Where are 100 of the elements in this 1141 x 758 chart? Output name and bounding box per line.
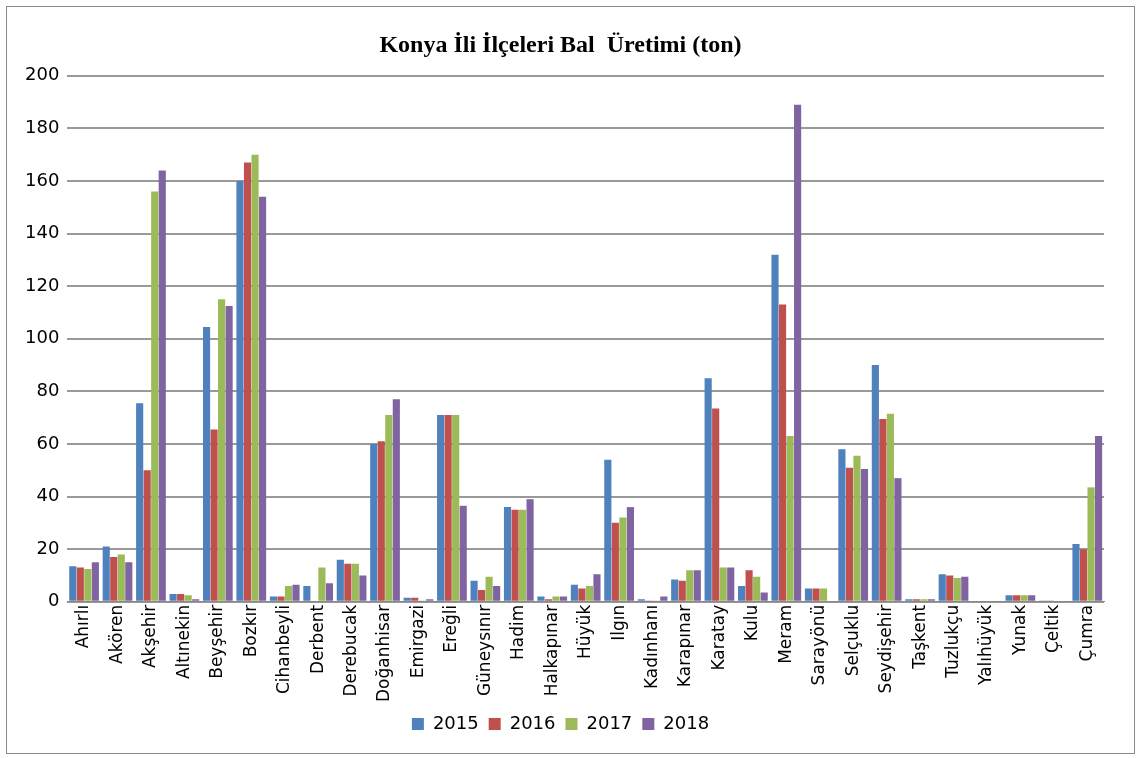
bar [853, 455, 861, 601]
x-tick-label: Meram [774, 604, 795, 664]
y-tick-label: 200 [25, 63, 60, 85]
bar [518, 509, 527, 601]
bar [611, 522, 619, 601]
bar [452, 415, 460, 601]
bar [1020, 595, 1028, 601]
bar [143, 470, 151, 601]
x-tick-label: Yalıhüyük [975, 604, 996, 686]
bar [151, 191, 159, 601]
bar [946, 575, 954, 601]
bar [719, 567, 727, 601]
x-tick-label: Çeltik [1042, 604, 1063, 654]
bar [210, 429, 218, 601]
bar [84, 568, 92, 601]
bar [745, 570, 753, 601]
x-tick-label: Emirgazi [406, 604, 427, 679]
bar [819, 588, 828, 601]
bar [470, 580, 478, 601]
bar [1079, 549, 1088, 601]
bar [284, 585, 293, 601]
bar [626, 507, 634, 601]
bar [503, 507, 512, 601]
bar [117, 554, 125, 601]
bar [804, 588, 813, 601]
bar [559, 596, 568, 601]
x-tick-label: Ilgın [607, 604, 628, 641]
x-tick-label: Karatay [707, 604, 728, 671]
bar [886, 413, 894, 601]
legend-label: 2016 [509, 711, 556, 733]
bar [493, 585, 501, 601]
bar [184, 595, 192, 601]
x-tick-label: Halkapınar [540, 604, 561, 697]
x-tick-label: Kulu [741, 604, 762, 642]
bar [704, 378, 712, 601]
bar [578, 588, 586, 601]
legend-label: 2018 [663, 711, 710, 733]
y-tick-label: 180 [25, 116, 60, 138]
bar [437, 415, 445, 601]
x-tick-label: Güneysınır [473, 604, 494, 697]
x-tick-label: Kadınhanı [640, 604, 661, 690]
bar [385, 415, 393, 601]
y-tick-label: 160 [25, 168, 60, 190]
bar [511, 509, 519, 601]
bar [693, 570, 701, 601]
bar [359, 575, 367, 601]
bar [125, 562, 133, 601]
bar [794, 104, 802, 601]
x-tick-label: Ahırlı [72, 604, 93, 649]
bar [671, 579, 679, 601]
bar [604, 459, 612, 601]
bar [660, 596, 668, 601]
bar [292, 584, 300, 601]
bar [686, 570, 694, 601]
bar [526, 499, 534, 601]
y-tick-label: 120 [25, 273, 60, 295]
bar [812, 588, 820, 601]
bar [678, 580, 686, 601]
bar [158, 170, 166, 601]
bar [778, 304, 787, 601]
bar [411, 597, 419, 601]
bar [552, 596, 560, 601]
bar [727, 567, 735, 601]
y-tick-label: 20 [36, 536, 60, 558]
x-tick-label: Hadim [507, 604, 528, 661]
x-tick-label: Tuzlukçu [941, 604, 962, 679]
legend-label: 2017 [586, 711, 633, 733]
bar [570, 584, 578, 601]
bar [102, 546, 110, 601]
bar [336, 559, 344, 601]
bar [258, 196, 267, 601]
x-tick-label: Çumra [1075, 604, 1096, 662]
x-tick-label: Ereğli [440, 604, 461, 653]
bar [318, 567, 326, 601]
bar [894, 478, 902, 601]
x-tick-label: Bozkır [239, 604, 260, 658]
legend-label: 2015 [432, 711, 479, 733]
y-tick-label: 60 [36, 431, 60, 453]
x-tick-label: Altınekin [172, 604, 193, 680]
bar [169, 593, 177, 601]
bar [91, 562, 99, 601]
bar [1094, 436, 1103, 601]
x-tick-label: Karapınar [674, 604, 695, 688]
bar [537, 596, 545, 601]
x-tick-label: Akören [105, 604, 126, 664]
bar [69, 566, 77, 601]
x-tick-label: Cihanbeyli [273, 604, 294, 695]
x-tick-label: Sarayönü [808, 604, 829, 686]
x-tick-label: Derbent [306, 604, 327, 674]
bar [277, 596, 285, 601]
bar [110, 557, 118, 601]
bar [619, 517, 627, 601]
bar [370, 443, 378, 601]
bar [1072, 543, 1080, 601]
bar [845, 467, 854, 601]
bar [1013, 595, 1021, 601]
bar [251, 154, 259, 601]
bar [1087, 487, 1095, 601]
bar [303, 585, 311, 601]
y-tick-label: 80 [36, 379, 60, 401]
